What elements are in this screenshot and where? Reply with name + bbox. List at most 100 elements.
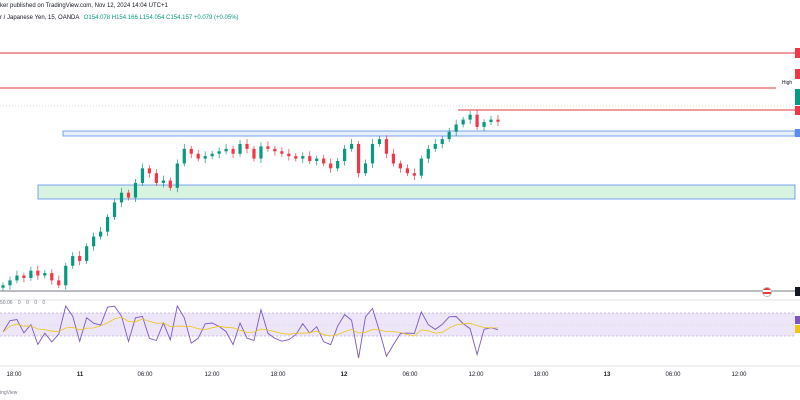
- candle-body: [147, 168, 152, 174]
- candle-body: [133, 182, 138, 198]
- candles-group: [1, 109, 500, 291]
- rsi-legend-value: 50.06: [0, 300, 13, 306]
- candle-body: [301, 156, 305, 159]
- candle-body: [280, 151, 284, 154]
- price-tag-red-1: [795, 48, 800, 58]
- symbol-name[interactable]: r / Japanese Yen, 15, OANDA: [0, 15, 80, 21]
- footer-credit: ingView: [0, 390, 18, 396]
- candle-body: [273, 148, 277, 152]
- price-tag-red-2: [795, 69, 800, 79]
- time-tick: 06:00: [665, 372, 681, 378]
- candle-body: [57, 280, 61, 286]
- time-tick: 13: [603, 372, 611, 378]
- time-tick: 12:00: [731, 372, 747, 378]
- candle-body: [29, 270, 33, 278]
- time-axis[interactable]: 18:00 11 06:00 12:00 18:00 12 06:00 12:0…: [0, 366, 800, 388]
- candle-body: [203, 156, 207, 159]
- candle-body: [489, 119, 493, 123]
- price-tag-green: [795, 89, 800, 105]
- candle-body: [356, 143, 361, 174]
- rsi-ma-line: [2, 316, 498, 337]
- time-tick: 18:00: [6, 372, 22, 378]
- candle-body: [461, 119, 465, 125]
- candle-body: [287, 153, 291, 157]
- supply-zone-blue[interactable]: [62, 130, 796, 137]
- time-tick: 18:00: [270, 372, 286, 378]
- candle-body: [440, 139, 444, 144]
- candle-body: [161, 180, 165, 183]
- candle-body: [398, 163, 402, 169]
- us-flag-icon[interactable]: [762, 287, 772, 297]
- candle-body: [99, 231, 103, 237]
- candle-body: [231, 148, 235, 154]
- time-tick: 12:00: [468, 372, 484, 378]
- candle-body: [322, 158, 326, 164]
- time-tick: 11: [76, 372, 84, 378]
- ohlc-values: O154.078 H154.166 L154.054 C154.157 +0.0…: [83, 15, 239, 21]
- candle-body: [105, 217, 110, 232]
- candle-body: [391, 153, 396, 164]
- candle-body: [419, 158, 423, 176]
- rsi-tag-yellow: [795, 325, 800, 333]
- candle-body: [405, 168, 409, 174]
- candle-body: [217, 151, 221, 154]
- candle-body: [196, 153, 200, 159]
- candle-body: [175, 163, 179, 188]
- rsi-legend-value: 0: [17, 300, 21, 306]
- candle-body: [447, 131, 451, 140]
- candle-body: [377, 139, 382, 144]
- price-tag-blue: [795, 129, 800, 137]
- candle-body: [370, 143, 375, 164]
- candle-body: [259, 146, 263, 159]
- candle-body: [329, 163, 333, 169]
- candle-body: [85, 246, 89, 261]
- candle-body: [210, 153, 214, 157]
- candle-body: [412, 173, 416, 176]
- candle-body: [43, 273, 47, 276]
- candle-body: [363, 163, 368, 174]
- candle-body: [238, 143, 242, 154]
- rsi-legend: 50.06 0 0 0 0: [0, 300, 49, 306]
- candle-body: [8, 280, 12, 286]
- candle-body: [315, 158, 319, 162]
- candle-body: [468, 114, 472, 120]
- rsi-legend-value: 0: [26, 300, 29, 306]
- candle-body: [92, 236, 96, 247]
- candle-body: [482, 122, 486, 127]
- candle-body: [252, 148, 256, 159]
- rsi-tag-purple: [795, 316, 800, 324]
- price-tag-red-3: [795, 106, 800, 115]
- candle-body: [154, 173, 158, 183]
- candle-body: [384, 139, 389, 154]
- candle-body: [112, 202, 117, 218]
- candle-body: [119, 192, 124, 203]
- time-tick: 06:00: [402, 372, 418, 378]
- candle-body: [168, 180, 172, 188]
- publisher-bar: ker published on TradingView.com, Nov 12…: [0, 0, 800, 12]
- time-tick: 06:00: [137, 372, 153, 378]
- high-label: High: [778, 79, 796, 88]
- candle-body: [294, 156, 298, 159]
- candle-body: [140, 168, 145, 183]
- rsi-line: [2, 304, 499, 359]
- candle-body: [36, 270, 40, 276]
- candle-body: [496, 119, 500, 122]
- publisher-text: ker published on TradingView.com, Nov 12…: [0, 3, 168, 9]
- rsi-legend-value: 0: [42, 300, 46, 306]
- candle-body: [189, 148, 193, 154]
- candle-body: [126, 192, 131, 198]
- candle-body: [475, 114, 479, 127]
- candle-body: [1, 285, 5, 288]
- candle-body: [454, 124, 458, 132]
- rsi-band: [0, 313, 795, 336]
- candle-body: [64, 265, 68, 286]
- candle-body: [433, 143, 437, 149]
- rsi-legend-value: 0: [34, 300, 38, 306]
- candle-body: [336, 161, 340, 169]
- candle-body: [343, 148, 347, 162]
- price-tag-black: [795, 287, 800, 296]
- demand-zone-green[interactable]: [37, 184, 796, 200]
- candle-body: [349, 143, 354, 149]
- candle-body: [71, 256, 75, 266]
